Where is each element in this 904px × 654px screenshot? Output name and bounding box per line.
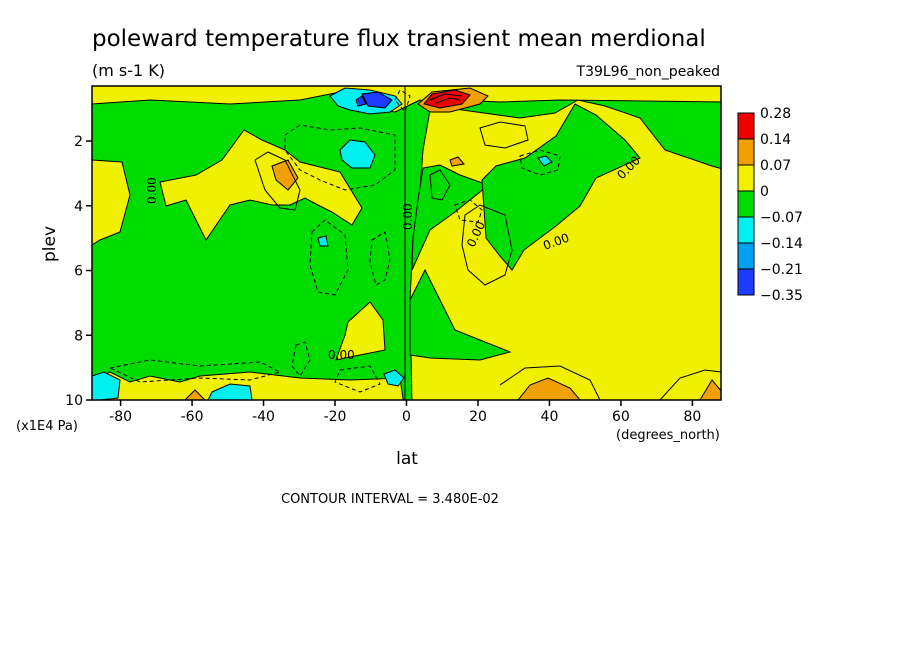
dashed-contour — [454, 199, 483, 223]
strong-negative-region — [355, 95, 367, 107]
contour-line — [429, 93, 463, 101]
colorbar-label: 0.14 — [760, 132, 791, 148]
y-axis-label: plev — [40, 226, 60, 262]
strong-negative-region — [361, 91, 393, 109]
x-tick-label: 60 — [612, 409, 630, 425]
colorbar-swatch — [737, 216, 755, 244]
colorbar-label: −0.21 — [760, 262, 803, 278]
solid-contour — [254, 151, 301, 211]
strong-positive-region — [699, 379, 721, 400]
dashed-contour — [369, 231, 391, 286]
y-tick-label: 10 — [65, 393, 83, 409]
colorbar-swatch — [737, 138, 755, 166]
strong-positive-region — [449, 156, 465, 167]
negative-region — [339, 139, 376, 169]
colorbar-label: 0 — [760, 184, 769, 200]
y-tick-label: 6 — [74, 264, 83, 280]
dashed-contour — [334, 365, 381, 393]
y-tick-label: 4 — [74, 199, 83, 215]
dashed-contour — [394, 89, 411, 114]
x-tick-label: 80 — [683, 409, 701, 425]
x-axis-label: lat — [396, 449, 418, 469]
x-tick-label: -40 — [252, 409, 275, 425]
chart-title: poleward temperature flux transient mean… — [92, 26, 706, 52]
negative-region — [92, 371, 121, 400]
colorbar: 0.28 0.14 0.07 0 −0.07 −0.14 −0.21 −0.35 — [737, 106, 803, 304]
strong-positive-region — [184, 389, 206, 400]
solid-contour — [659, 369, 721, 400]
x-tick-label: 20 — [469, 409, 487, 425]
solid-contour — [429, 169, 451, 201]
dashed-contour — [291, 341, 311, 377]
units-label: (m s-1 K) — [92, 61, 165, 80]
colorbar-swatch — [737, 242, 755, 270]
negative-region — [207, 383, 253, 400]
solid-contour — [499, 365, 601, 400]
contour-plot — [92, 86, 721, 400]
contour-label: 0.00 — [401, 203, 415, 230]
colorbar-label: 0.28 — [760, 106, 791, 122]
negative-region — [383, 369, 405, 387]
solid-contour — [479, 121, 529, 149]
contour-label: 0.00 — [328, 348, 355, 362]
negative-region — [317, 235, 329, 247]
strong-positive-region — [517, 377, 581, 400]
axes: -80 -60 -40 -20 0 20 40 60 80 2 4 6 8 10 — [65, 134, 701, 425]
dashed-contour — [519, 149, 561, 176]
colorbar-swatch — [737, 268, 755, 296]
positive-region — [92, 159, 131, 246]
contour-line — [435, 97, 461, 104]
solid-contour — [461, 204, 513, 286]
dashed-contour — [108, 359, 282, 383]
x-tick-label: 40 — [541, 409, 559, 425]
colorbar-label: 0.07 — [760, 158, 791, 174]
x-units-label: (degrees_north) — [616, 428, 720, 443]
colorbar-label: −0.07 — [760, 210, 803, 226]
colorbar-swatch — [737, 112, 755, 140]
colorbar-swatch — [737, 190, 755, 218]
dashed-contour — [309, 219, 349, 296]
colorbar-label: −0.14 — [760, 236, 803, 252]
positive-region — [92, 86, 721, 113]
negative-region — [409, 268, 512, 361]
x-tick-label: -20 — [324, 409, 347, 425]
positive-region — [159, 129, 363, 241]
x-tick-label: -80 — [109, 409, 132, 425]
x-tick-label: -60 — [181, 409, 204, 425]
dataset-label: T39L96_non_peaked — [576, 64, 720, 80]
colorbar-label: −0.35 — [760, 288, 803, 304]
y-tick-label: 2 — [74, 134, 83, 150]
x-tick-label: 0 — [402, 409, 411, 425]
contour-label: 0.00 — [145, 177, 159, 204]
dashed-contour — [284, 124, 396, 191]
colorbar-swatch — [737, 164, 755, 192]
positive-region — [335, 301, 386, 361]
negative-region — [481, 103, 641, 271]
y-units-label: (x1E4 Pa) — [16, 419, 78, 434]
y-tick-label: 8 — [74, 328, 83, 344]
contour-interval: CONTOUR INTERVAL = 3.480E-02 — [281, 492, 499, 507]
negative-region — [537, 155, 553, 167]
